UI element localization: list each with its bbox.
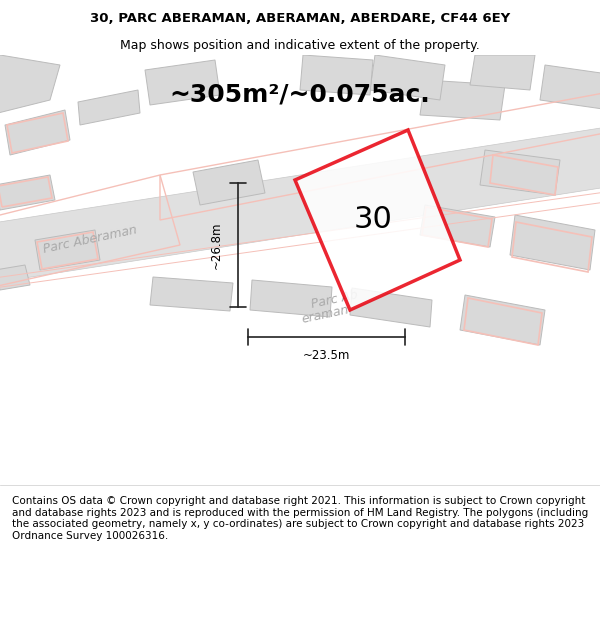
Polygon shape <box>150 277 233 311</box>
Polygon shape <box>460 295 545 345</box>
Text: ~26.8m: ~26.8m <box>210 221 223 269</box>
Polygon shape <box>420 205 495 247</box>
Polygon shape <box>145 60 220 105</box>
Polygon shape <box>540 65 600 110</box>
Polygon shape <box>510 215 595 270</box>
Text: Contains OS data © Crown copyright and database right 2021. This information is : Contains OS data © Crown copyright and d… <box>12 496 588 541</box>
Text: ~305m²/~0.075ac.: ~305m²/~0.075ac. <box>170 83 430 107</box>
Polygon shape <box>0 265 30 290</box>
Text: Parc Aberaman: Parc Aberaman <box>42 224 138 256</box>
Polygon shape <box>78 90 140 125</box>
Polygon shape <box>420 80 505 120</box>
Polygon shape <box>350 288 432 327</box>
Polygon shape <box>0 55 60 115</box>
Polygon shape <box>193 160 265 205</box>
Polygon shape <box>300 55 373 95</box>
Text: Parc Ab: Parc Ab <box>310 289 359 311</box>
Polygon shape <box>0 125 600 285</box>
Polygon shape <box>5 110 70 155</box>
Text: ~23.5m: ~23.5m <box>303 349 350 362</box>
Polygon shape <box>35 230 100 270</box>
Polygon shape <box>295 130 460 310</box>
Polygon shape <box>480 150 560 195</box>
Text: 30, PARC ABERAMAN, ABERAMAN, ABERDARE, CF44 6EY: 30, PARC ABERAMAN, ABERAMAN, ABERDARE, C… <box>90 12 510 25</box>
Polygon shape <box>470 55 535 90</box>
Text: Map shows position and indicative extent of the property.: Map shows position and indicative extent… <box>120 39 480 51</box>
Polygon shape <box>250 280 332 317</box>
Text: eraman: eraman <box>300 304 350 326</box>
Text: 30: 30 <box>354 206 392 234</box>
Polygon shape <box>370 55 445 100</box>
Polygon shape <box>0 175 55 210</box>
